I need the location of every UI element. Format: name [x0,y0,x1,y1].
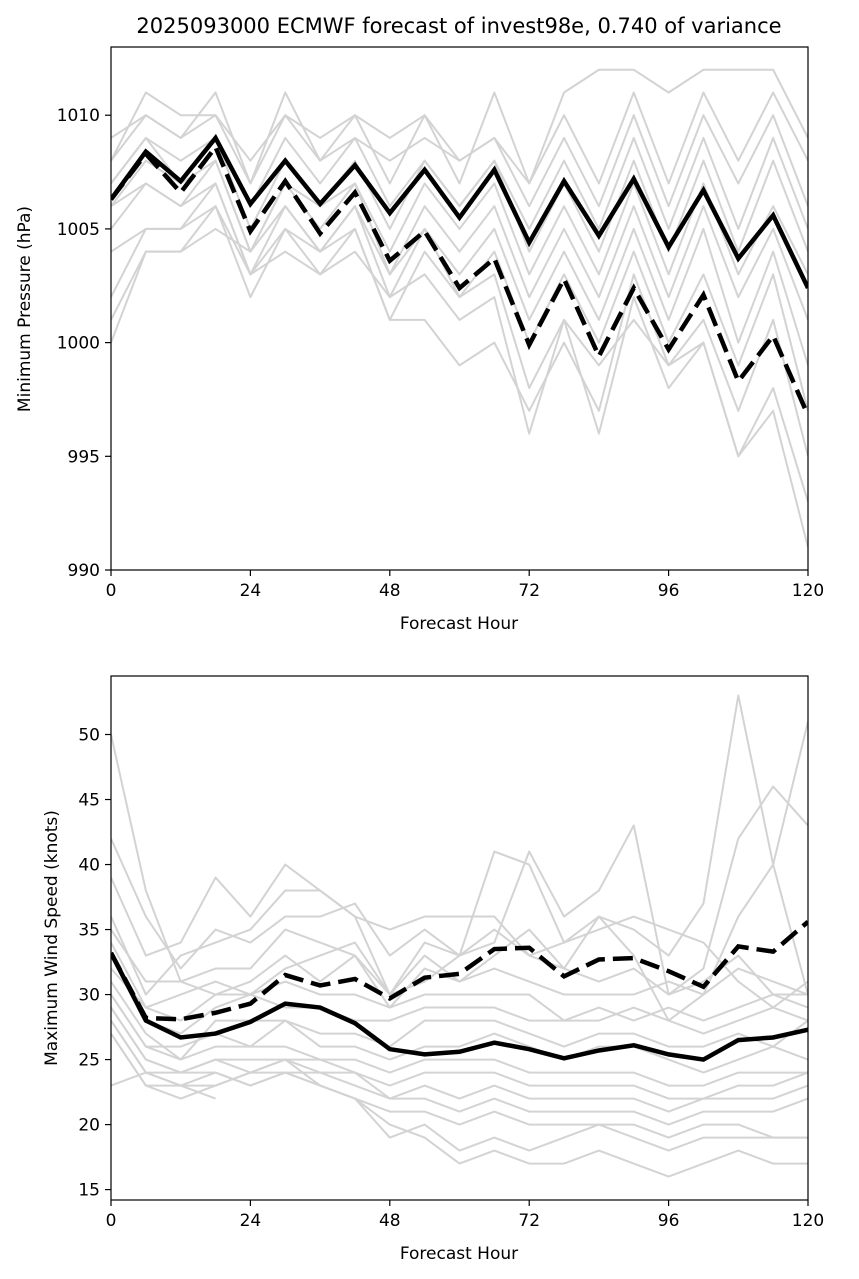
wind-chart: 0 24 48 72 96 120 15 20 25 30 35 40 45 50 Forecast H… [42,675,824,1264]
pressure-solid-line [111,133,808,290]
pressure-chart: 2025093000 ECMWF forecast of invest98e, … [15,14,824,634]
pressure-x-ticks: 0 24 48 72 96 120 [106,570,824,601]
wind-ensemble-members [111,694,808,1178]
pressure-y-tick-label: 995 [68,447,100,467]
wind-x-tick-label: 120 [792,1211,824,1231]
wind-x-tick-label: 72 [518,1211,540,1231]
pressure-member-line-7 [111,159,808,321]
wind-member-line-1 [111,694,808,996]
pressure-y-tick-label: 1010 [57,106,100,126]
wind-member-line-13 [111,1007,808,1113]
pressure-series [111,133,808,417]
wind-y-tick-label: 15 [78,1181,100,1201]
pressure-ensemble-members [111,68,808,548]
pressure-dashed-line [111,142,808,417]
pressure-x-tick-label: 0 [106,581,117,601]
pressure-x-tick-label: 120 [792,581,824,601]
wind-x-tick-label: 0 [106,1211,117,1231]
pressure-x-axis-label: Forecast Hour [400,614,518,634]
wind-plot-frame [110,675,809,1201]
pressure-plot-frame [110,46,809,571]
wind-member-line-6 [111,942,808,1022]
wind-member-line-17 [111,1033,808,1178]
wind-x-tick-label: 96 [658,1211,680,1231]
pressure-y-tick-label: 1005 [57,220,100,240]
pressure-member-line-11 [111,205,808,503]
wind-series [111,920,808,1062]
pressure-y-ticks: 990 995 1000 1005 1010 [57,106,111,581]
wind-y-ticks: 15 20 25 30 35 40 45 50 [78,726,111,1201]
wind-member-line-7 [111,955,808,1035]
wind-solid-line [111,951,808,1062]
wind-member-line-5 [111,928,808,996]
wind-member-line-18 [111,1071,216,1100]
wind-y-tick-label: 40 [78,856,100,876]
pressure-member-line-3 [111,114,808,208]
wind-y-tick-label: 45 [78,791,100,811]
wind-y-tick-label: 25 [78,1051,100,1071]
pressure-member-line-10 [111,205,808,457]
wind-member-line-12 [111,1007,808,1100]
wind-dashed-line [111,920,808,1022]
wind-member-line-15 [111,1020,808,1139]
pressure-y-tick-label: 1000 [57,334,100,354]
wind-y-axis-label: Maximum Wind Speed (knots) [42,810,62,1066]
pressure-member-line-1 [111,68,808,185]
pressure-x-tick-label: 24 [240,581,262,601]
wind-y-tick-label: 20 [78,1116,100,1136]
chart-title: 2025093000 ECMWF forecast of invest98e, … [136,14,781,38]
pressure-x-tick-label: 96 [658,581,680,601]
pressure-member-line-5 [111,136,808,253]
wind-x-tick-label: 24 [240,1211,262,1231]
pressure-x-tick-label: 72 [518,581,540,601]
wind-x-axis-label: Forecast Hour [400,1244,518,1264]
wind-member-line-11 [111,994,808,1087]
wind-y-tick-label: 30 [78,986,100,1006]
pressure-x-tick-label: 48 [379,581,401,601]
pressure-member-line-12 [111,205,808,548]
wind-member-line-4 [111,889,808,1009]
wind-member-line-9 [111,981,808,1061]
wind-member-line-8 [111,967,808,1035]
wind-y-tick-label: 50 [78,726,100,746]
wind-member-line-2 [111,785,808,996]
wind-x-ticks: 0 24 48 72 96 120 [106,1200,824,1231]
wind-y-tick-label: 35 [78,921,100,941]
pressure-y-axis-label: Minimum Pressure (hPa) [15,206,35,412]
pressure-y-tick-label: 990 [68,561,100,581]
wind-x-tick-label: 48 [379,1211,401,1231]
wind-member-line-10 [111,994,808,1074]
